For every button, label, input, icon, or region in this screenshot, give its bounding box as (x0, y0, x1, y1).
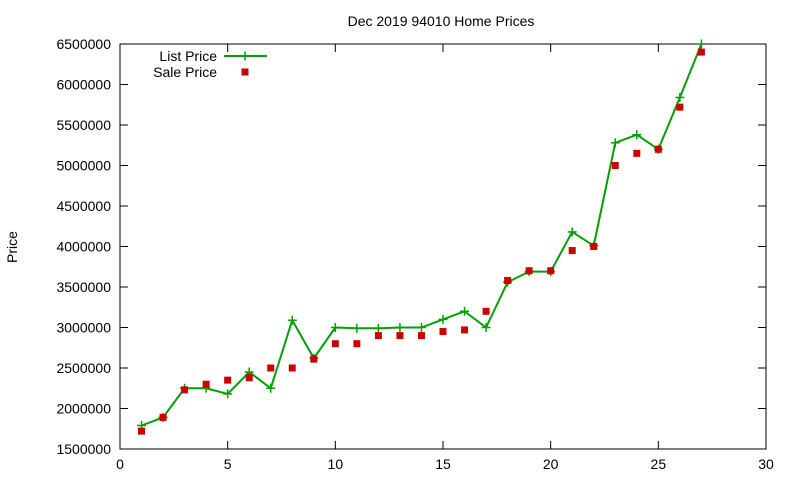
list-price-point (632, 130, 642, 140)
plot-frame (119, 43, 767, 450)
sale-price-point (267, 364, 275, 372)
x-tick-label: 10 (328, 456, 344, 472)
sale-price-point (159, 413, 167, 421)
x-tick-label: 25 (651, 456, 667, 472)
sale-price-point (504, 277, 512, 285)
list-price-point (330, 323, 340, 332)
x-tick-label: 20 (543, 456, 559, 472)
chart-title: Dec 2019 94010 Home Prices (348, 13, 535, 29)
sale-price-point (181, 386, 189, 394)
list-price-point (373, 323, 383, 333)
sale-price-point (417, 332, 425, 340)
x-tick-label: 30 (758, 456, 774, 472)
y-tick-label: 1500000 (56, 441, 111, 457)
sale-price-point (482, 307, 490, 315)
sale-price-point (245, 374, 253, 382)
y-tick-label: 3000000 (56, 320, 111, 336)
x-tick-label: 0 (116, 456, 124, 472)
list-price-point (416, 323, 426, 332)
sale-price-point (611, 162, 619, 169)
list-price-point (395, 323, 405, 332)
legend-marker (240, 51, 250, 61)
sale-price-point (697, 48, 705, 56)
sale-price-point (396, 332, 404, 340)
list-price-point (481, 323, 491, 332)
list-price-point (352, 323, 362, 333)
list-price-point (675, 92, 685, 102)
y-tick-label: 5500000 (56, 117, 111, 133)
y-tick-label: 2000000 (56, 401, 111, 417)
list-price-point (460, 306, 470, 316)
list-price-point (567, 227, 577, 237)
list-price-point (696, 39, 706, 49)
sale-price-point (310, 355, 318, 363)
x-tick-label: 5 (224, 456, 232, 472)
list-price-line (141, 43, 703, 427)
sale-price-point (590, 243, 598, 250)
sale-price-point (525, 267, 533, 275)
list-price-point (223, 389, 233, 399)
list-price-point (438, 314, 448, 324)
sale-price-point (676, 103, 684, 111)
legend-label: List Price (159, 48, 217, 64)
sale-price-point (288, 364, 296, 372)
sale-price-point (224, 376, 232, 384)
sale-price-point (547, 267, 555, 275)
sale-price-point (353, 340, 361, 348)
y-tick-label: 2500000 (56, 360, 111, 376)
sale-price-point (202, 380, 210, 388)
legend-label: Sale Price (153, 64, 217, 80)
sale-price-point (374, 332, 382, 340)
y-tick-label: 3500000 (56, 279, 111, 295)
y-tick-label: 6000000 (56, 77, 111, 93)
sale-price-point (331, 340, 339, 348)
list-price-point (266, 383, 276, 393)
sale-price-point (654, 145, 662, 153)
legend-marker (241, 68, 249, 76)
sale-price-point (633, 149, 641, 157)
sale-price-point (568, 247, 576, 255)
x-tick-label: 15 (435, 456, 451, 472)
sale-price-point (461, 326, 469, 334)
list-price-point (610, 138, 620, 148)
y-axis-label: Price (4, 231, 20, 263)
plot-area: 0 5 10 15 20 25 30 1500000 2000000 2500000 3000000… (56, 36, 774, 472)
y-tick-label: 4000000 (56, 239, 111, 255)
y-tick-label: 5000000 (56, 158, 111, 174)
sale-price-point (439, 328, 447, 336)
y-tick-label: 4500000 (56, 198, 111, 214)
list-price-point (287, 315, 297, 325)
sale-price-point (138, 427, 146, 435)
y-tick-label: 6500000 (56, 36, 111, 52)
